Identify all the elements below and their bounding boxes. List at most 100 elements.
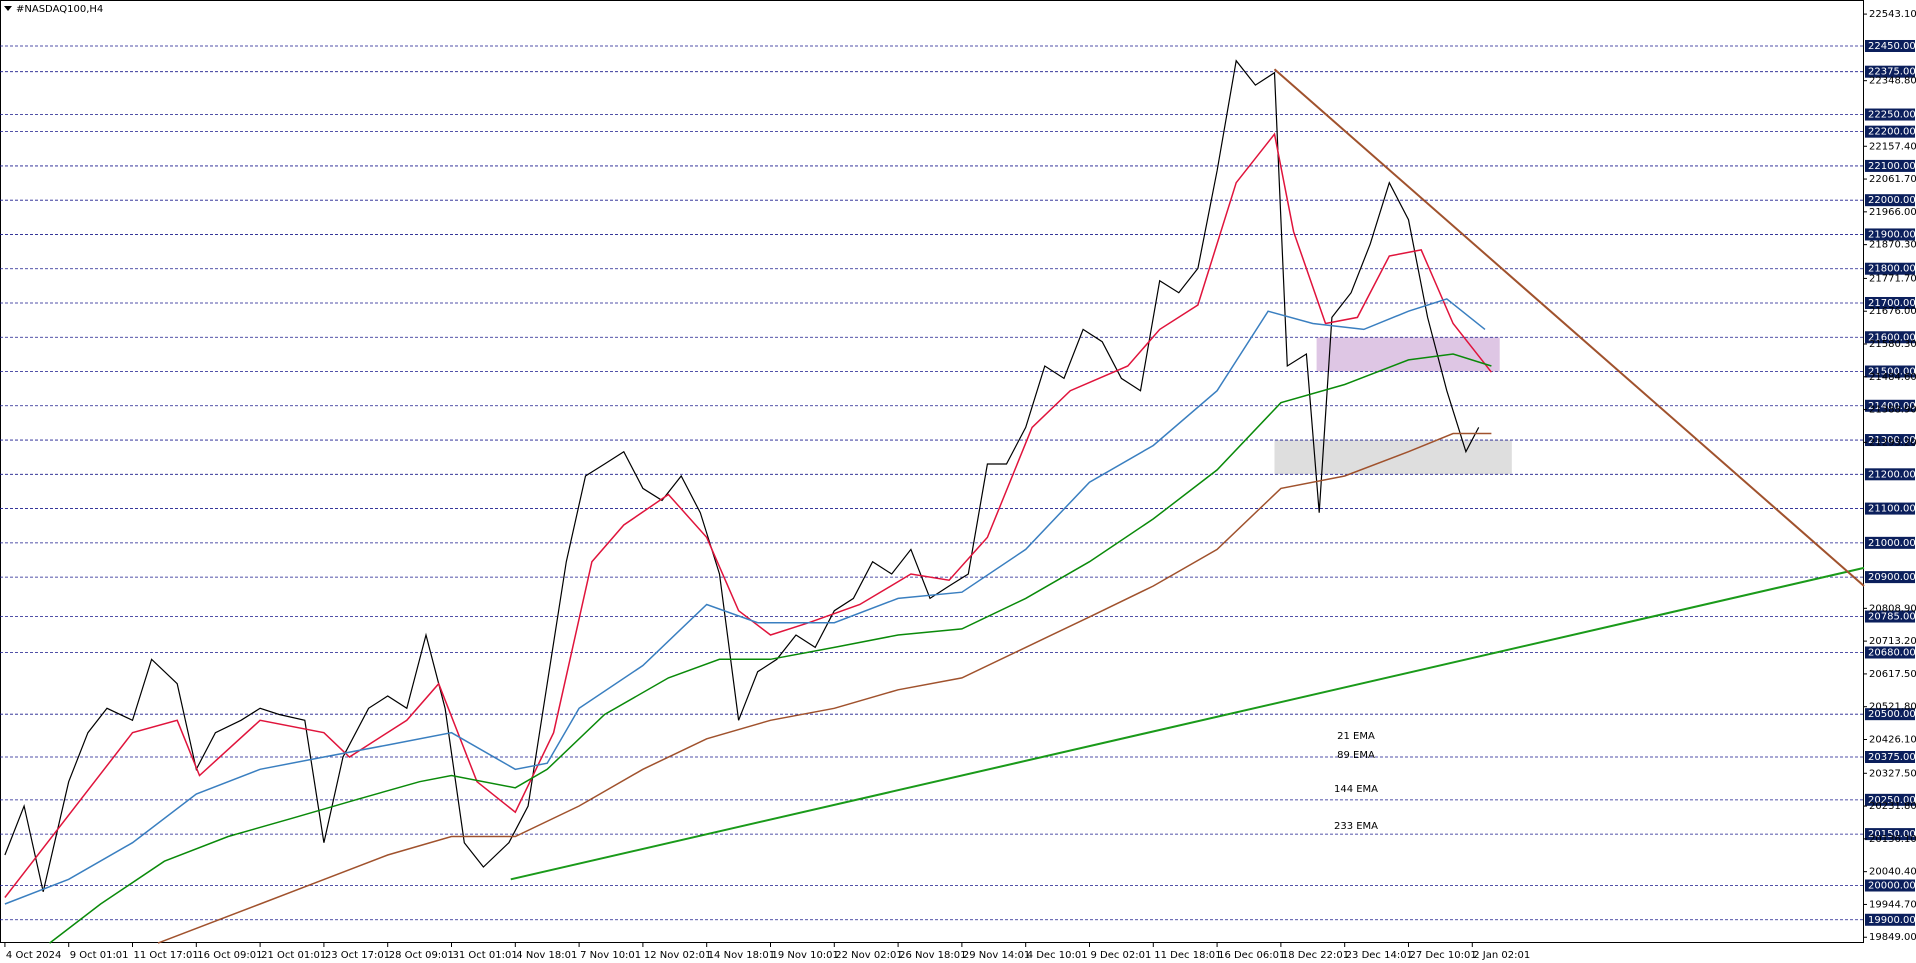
level-label-bg xyxy=(1865,751,1915,764)
level-label-bg xyxy=(1865,913,1915,926)
level-label: 22250.00 xyxy=(1868,110,1916,121)
x-tick-label: 9 Oct 01:01 xyxy=(70,950,129,961)
ema-line xyxy=(49,353,1492,944)
x-tick-label: 31 Oct 01:01 xyxy=(453,950,518,961)
price-line xyxy=(4,59,1480,892)
ema-line xyxy=(4,132,1492,898)
level-label-bg xyxy=(1865,536,1915,549)
x-tick-label: 23 Oct 17:01 xyxy=(325,950,390,961)
level-label: 22450.00 xyxy=(1868,41,1916,52)
level-label-bg xyxy=(1865,331,1915,344)
menu-icon[interactable] xyxy=(4,6,12,11)
level-label-bg xyxy=(1865,571,1915,584)
x-tick-label: 27 Dec 10:01 xyxy=(1409,950,1476,961)
level-label: 20680.00 xyxy=(1868,647,1916,658)
level-label-bg xyxy=(1865,793,1915,806)
y-tick-label: 21966.00 xyxy=(1869,207,1916,218)
level-label-bg xyxy=(1865,228,1915,241)
ema-label: 21 EMA xyxy=(1337,731,1375,742)
x-tick-label: 11 Oct 17:01 xyxy=(134,950,199,961)
level-label-bg xyxy=(1865,434,1915,447)
level-label-bg xyxy=(1865,365,1915,378)
ema-label: 144 EMA xyxy=(1334,784,1378,795)
level-label-bg xyxy=(1865,262,1915,275)
level-label: 19900.00 xyxy=(1868,915,1916,926)
level-label: 20250.00 xyxy=(1868,795,1916,806)
level-label-bg xyxy=(1865,65,1915,78)
y-tick-label: 20713.20 xyxy=(1869,636,1916,647)
x-tick-label: 4 Dec 10:01 xyxy=(1027,950,1088,961)
x-tick-label: 4 Nov 18:01 xyxy=(516,950,577,961)
x-tick-label: 4 Oct 2024 xyxy=(6,950,61,961)
y-tick-label: 21870.30 xyxy=(1869,240,1916,251)
level-label: 21000.00 xyxy=(1868,538,1916,549)
x-tick-label: 16 Dec 06:01 xyxy=(1218,950,1285,961)
level-label: 21400.00 xyxy=(1868,401,1916,412)
y-tick-label: 22348.80 xyxy=(1869,76,1916,87)
y-tick-label: 20136.10 xyxy=(1869,834,1916,845)
ema-line xyxy=(4,298,1486,905)
x-tick-label: 11 Dec 18:01 xyxy=(1154,950,1221,961)
trendline xyxy=(1273,68,1865,587)
y-tick-label: 20808.90 xyxy=(1869,603,1916,614)
zone xyxy=(1316,337,1500,372)
level-label-bg xyxy=(1865,159,1915,172)
level-label: 21200.00 xyxy=(1868,469,1916,480)
level-label-bg xyxy=(1865,108,1915,121)
level-label: 20785.00 xyxy=(1868,612,1916,623)
x-tick-label: 12 Nov 02:01 xyxy=(644,950,711,961)
level-label: 22375.00 xyxy=(1868,67,1916,78)
level-label: 21800.00 xyxy=(1868,264,1916,275)
level-label-bg xyxy=(1865,646,1915,659)
level-label: 21300.00 xyxy=(1868,435,1916,446)
y-tick-label: 20617.50 xyxy=(1869,669,1916,680)
level-label-bg xyxy=(1865,828,1915,841)
level-label: 21700.00 xyxy=(1868,298,1916,309)
y-tick-label: 20231.80 xyxy=(1869,801,1916,812)
y-tick-label: 21484.60 xyxy=(1869,372,1916,383)
level-label-bg xyxy=(1865,879,1915,892)
x-tick-label: 22 Nov 02:01 xyxy=(835,950,902,961)
level-label-bg xyxy=(1865,708,1915,721)
y-tick-label: 19944.70 xyxy=(1869,899,1916,910)
x-tick-label: 23 Dec 14:01 xyxy=(1346,950,1413,961)
level-label: 21500.00 xyxy=(1868,367,1916,378)
chart-title: #NASDAQ100,H4 xyxy=(16,4,103,15)
x-tick-label: 29 Nov 14:01 xyxy=(963,950,1030,961)
x-tick-label: 14 Nov 18:01 xyxy=(708,950,775,961)
ema-line xyxy=(157,432,1492,944)
level-label: 22100.00 xyxy=(1868,161,1916,172)
level-label-bg xyxy=(1865,610,1915,623)
x-tick-label: 9 Dec 02:01 xyxy=(1090,950,1151,961)
y-tick-label: 20040.40 xyxy=(1869,867,1916,878)
ema-label: 233 EMA xyxy=(1334,821,1378,832)
level-label: 20150.00 xyxy=(1868,829,1916,840)
x-tick-label: 28 Oct 09:01 xyxy=(389,950,454,961)
x-tick-label: 26 Nov 18:01 xyxy=(899,950,966,961)
level-label: 22200.00 xyxy=(1868,127,1916,138)
ema-label: 89 EMA xyxy=(1337,750,1375,761)
y-tick-label: 22061.70 xyxy=(1869,174,1916,185)
y-tick-label: 20521.80 xyxy=(1869,702,1916,713)
level-label: 20000.00 xyxy=(1868,881,1916,892)
level-label-bg xyxy=(1865,468,1915,481)
level-label: 20375.00 xyxy=(1868,752,1916,763)
level-label: 21600.00 xyxy=(1868,332,1916,343)
level-label: 22000.00 xyxy=(1868,195,1916,206)
y-tick-label: 21676.00 xyxy=(1869,306,1916,317)
plot-frame xyxy=(0,0,1864,943)
y-tick-label: 19849.00 xyxy=(1869,932,1916,943)
x-tick-label: 16 Oct 09:01 xyxy=(197,950,262,961)
x-tick-label: 2 Jan 02:01 xyxy=(1473,950,1530,961)
y-tick-label: 22543.10 xyxy=(1869,9,1916,20)
x-tick-label: 21 Oct 01:01 xyxy=(261,950,326,961)
level-label: 21100.00 xyxy=(1868,504,1916,515)
level-label-bg xyxy=(1865,502,1915,515)
level-label: 20900.00 xyxy=(1868,572,1916,583)
trendline xyxy=(510,566,1865,881)
x-tick-label: 7 Nov 10:01 xyxy=(580,950,641,961)
y-tick-label: 21388.90 xyxy=(1869,405,1916,416)
level-label-bg xyxy=(1865,39,1915,52)
